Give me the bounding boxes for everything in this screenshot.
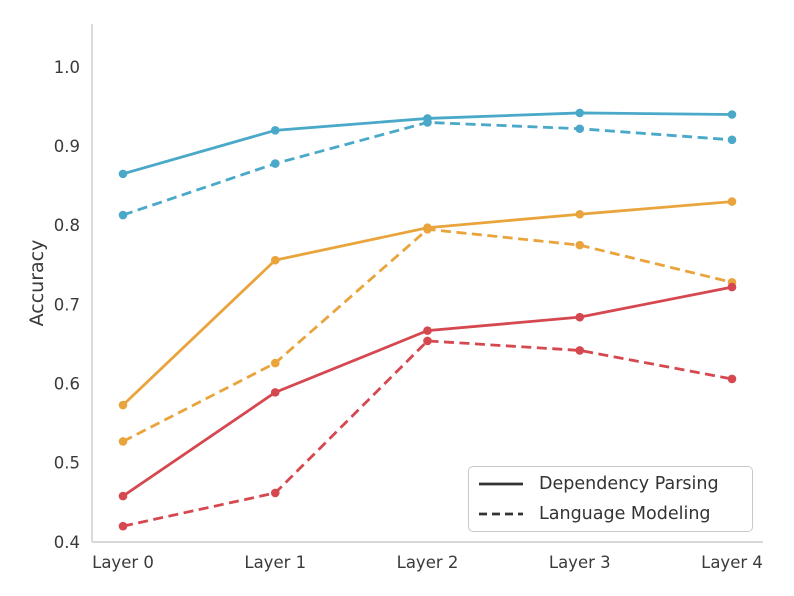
data-point-orange-language-modeling-2 <box>423 224 432 234</box>
data-point-cyan-language-modeling-4 <box>727 135 737 145</box>
legend-label-dependency-parsing: Dependency Parsing <box>539 474 719 494</box>
y-tick-label: 0.9 <box>54 137 80 156</box>
data-point-red-language-modeling-3 <box>575 346 585 355</box>
data-point-cyan-dependency-parsing-3 <box>575 108 585 118</box>
data-point-red-dependency-parsing-1 <box>270 388 280 397</box>
x-tick-label: Layer 4 <box>701 553 763 572</box>
data-point-orange-language-modeling-3 <box>575 240 585 250</box>
y-tick-label: 0.4 <box>54 533 80 552</box>
series-line-red-language-modeling <box>122 339 733 528</box>
legend: Dependency Parsing Language Modeling <box>468 466 753 532</box>
y-tick-label: 1.0 <box>54 58 80 77</box>
data-point-orange-language-modeling-0 <box>118 437 128 446</box>
data-point-red-language-modeling-4 <box>727 374 737 384</box>
y-tick-label: 0.7 <box>54 295 80 314</box>
legend-dashed-line-icon <box>479 512 523 516</box>
legend-solid-line-icon <box>479 482 523 486</box>
data-point-cyan-dependency-parsing-0 <box>118 169 128 179</box>
x-tick-label: Layer 0 <box>92 553 154 572</box>
data-point-orange-dependency-parsing-1 <box>270 255 280 265</box>
data-point-cyan-dependency-parsing-4 <box>727 110 737 119</box>
data-point-cyan-dependency-parsing-1 <box>270 126 280 135</box>
x-tick-label: Layer 3 <box>549 553 611 572</box>
x-tick-label: Layer 1 <box>244 553 306 572</box>
x-tick-label: Layer 2 <box>397 553 459 572</box>
y-tick-label: 0.5 <box>54 454 80 473</box>
data-point-red-language-modeling-0 <box>118 521 128 531</box>
data-point-orange-language-modeling-1 <box>270 358 280 368</box>
series-line-orange-language-modeling <box>122 227 733 443</box>
data-point-red-dependency-parsing-0 <box>118 491 128 501</box>
data-point-cyan-language-modeling-2 <box>423 118 432 127</box>
data-point-red-dependency-parsing-2 <box>423 326 432 335</box>
legend-item-language-modeling: Language Modeling <box>478 499 752 529</box>
data-point-red-language-modeling-1 <box>270 488 280 498</box>
data-point-orange-dependency-parsing-0 <box>118 400 128 410</box>
y-tick-label: 0.6 <box>54 374 80 393</box>
legend-item-dependency-parsing: Dependency Parsing <box>478 469 752 499</box>
series-line-cyan-language-modeling <box>122 121 733 217</box>
data-point-cyan-language-modeling-0 <box>118 210 128 220</box>
y-axis-title: Accuracy <box>26 239 48 327</box>
legend-label-language-modeling: Language Modeling <box>539 504 711 524</box>
data-point-red-language-modeling-2 <box>423 336 432 346</box>
data-point-orange-dependency-parsing-4 <box>727 197 737 206</box>
data-point-red-dependency-parsing-4 <box>727 282 737 292</box>
data-point-cyan-language-modeling-1 <box>270 159 280 168</box>
y-tick-label: 0.8 <box>54 216 80 235</box>
data-point-orange-dependency-parsing-3 <box>575 209 585 219</box>
data-point-red-dependency-parsing-3 <box>575 312 585 322</box>
data-point-cyan-language-modeling-3 <box>575 124 585 134</box>
